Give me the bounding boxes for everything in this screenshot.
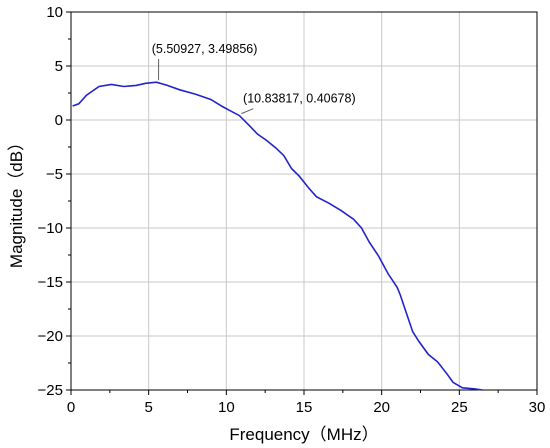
grid [71,12,537,390]
annotation-leader [241,108,254,115]
x-tick-label: 5 [144,399,152,416]
x-tick-label: 25 [451,399,468,416]
x-tick-label: 10 [218,399,235,416]
y-axis-label: Magnitude（dB） [7,134,26,268]
magnitude-line [72,81,483,391]
y-tick-label: 5 [55,58,63,75]
y-tick-label: −15 [38,274,63,291]
annotations: (5.50927, 3.49856) (10.83817, 0.40678) [152,42,356,115]
y-tick-label: −20 [38,328,63,345]
y-tick-label: −25 [38,382,63,399]
x-tick-label: 20 [373,399,390,416]
x-axis-label: Frequency（MHz） [229,425,378,444]
y-tick-label: −5 [46,166,63,183]
tick-labels: 0 5 10 15 20 25 30 10 5 0 −5 −10 −15 −20 −25 [38,4,546,416]
x-tick-label: 15 [296,399,313,416]
x-tick-label: 30 [529,399,546,416]
annotation-label: (10.83817, 0.40678) [243,92,356,106]
y-tick-label: 0 [55,112,63,129]
x-tick-label: 0 [67,399,75,416]
y-tick-label: 10 [46,4,63,21]
ticks [66,11,538,395]
annotation-label: (5.50927, 3.49856) [152,42,258,56]
y-tick-label: −10 [38,220,63,237]
